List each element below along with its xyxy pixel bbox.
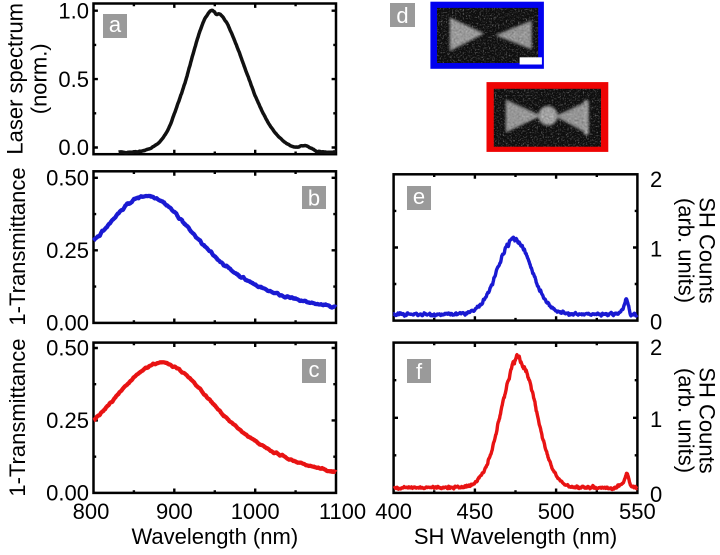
svg-text:500: 500	[538, 499, 575, 524]
svg-text:2: 2	[650, 167, 662, 192]
svg-text:a: a	[109, 12, 122, 37]
svg-text:e: e	[413, 184, 425, 209]
svg-text:0.00: 0.00	[46, 311, 89, 336]
svg-text:Laser spectrum: Laser spectrum	[3, 3, 28, 155]
svg-text:0: 0	[650, 310, 662, 335]
svg-text:c: c	[309, 357, 320, 382]
svg-text:0.50: 0.50	[46, 336, 89, 361]
svg-text:0.0: 0.0	[58, 135, 89, 160]
svg-text:d: d	[396, 3, 408, 28]
svg-text:550: 550	[619, 499, 656, 524]
svg-text:(arb. units): (arb. units)	[674, 198, 699, 303]
svg-text:0.25: 0.25	[46, 408, 89, 433]
svg-text:800: 800	[73, 499, 110, 524]
svg-text:1.0: 1.0	[58, 0, 89, 23]
svg-text:450: 450	[457, 499, 494, 524]
svg-text:1000: 1000	[231, 499, 280, 524]
svg-text:0.5: 0.5	[58, 67, 89, 92]
svg-text:Wavelength (nm): Wavelength (nm)	[131, 524, 298, 549]
svg-text:400: 400	[375, 499, 412, 524]
svg-text:0.50: 0.50	[46, 166, 89, 191]
svg-text:(arb. units): (arb. units)	[674, 368, 699, 473]
svg-text:1: 1	[650, 407, 662, 432]
svg-text:0.25: 0.25	[46, 238, 89, 263]
svg-text:SH Wavelength (nm): SH Wavelength (nm)	[414, 524, 617, 549]
svg-text:f: f	[416, 359, 423, 384]
svg-text:b: b	[308, 186, 320, 211]
svg-text:0: 0	[650, 482, 662, 507]
svg-text:SH Counts: SH Counts	[695, 367, 720, 473]
svg-text:900: 900	[156, 499, 193, 524]
svg-text:1-Transmittance: 1-Transmittance	[5, 339, 30, 497]
svg-text:1100: 1100	[319, 499, 366, 524]
svg-text:1-Transmittance: 1-Transmittance	[5, 167, 30, 325]
svg-text:SH Counts: SH Counts	[695, 197, 720, 303]
svg-text:1: 1	[650, 236, 662, 261]
svg-text:0.00: 0.00	[46, 481, 89, 506]
svg-text:(norm.): (norm.)	[27, 43, 52, 114]
svg-text:2: 2	[650, 335, 662, 360]
